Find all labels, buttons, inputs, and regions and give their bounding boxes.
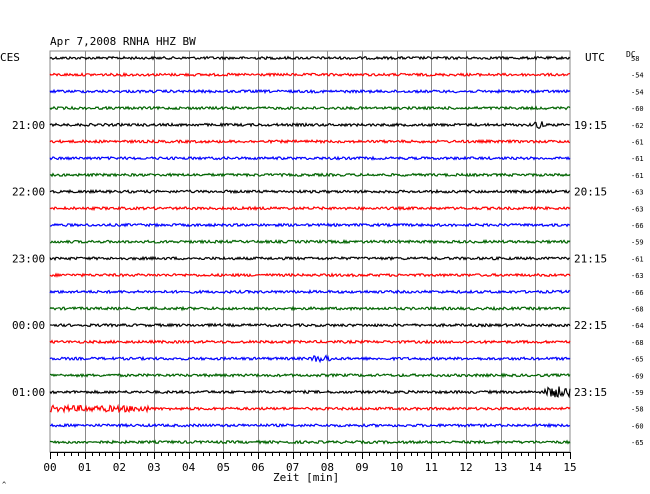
grid	[49, 50, 571, 453]
dc-offset-label: -62	[631, 122, 644, 130]
trace-1	[49, 55, 571, 61]
trace-5	[49, 121, 571, 129]
right-hour-labels: 19:15 20:15 21:15 22:15 23:15	[574, 119, 607, 399]
dc-offset-label: -68	[631, 339, 644, 347]
dc-offset-label: -63	[631, 205, 644, 213]
trace-18	[49, 339, 571, 345]
dc-label: DC	[626, 50, 636, 59]
left-hour-label: 01:00	[12, 386, 45, 399]
right-timezone-label: UTC	[585, 51, 605, 64]
right-hour-label: 20:15	[574, 186, 607, 199]
footer-mark: ^	[2, 481, 6, 489]
trace-8	[49, 172, 571, 178]
dc-offset-label: -54	[631, 88, 644, 96]
trace-24	[49, 439, 571, 445]
trace-19	[49, 354, 571, 364]
x-axis: 00 01 02 03 04 05 06 07 08 09 10 11 12 13 14 15	[43, 452, 577, 474]
trace-11	[49, 222, 571, 228]
trace-2	[49, 71, 571, 78]
trace-20	[49, 372, 571, 379]
left-hour-label: 22:00	[12, 186, 45, 199]
dc-offset-label: -54	[631, 72, 644, 80]
dc-offset-label: -63	[631, 272, 644, 280]
dc-offset-label: -61	[631, 172, 644, 180]
trace-16	[49, 305, 571, 312]
trace-17	[49, 322, 571, 328]
dc-offset-label: -65	[631, 356, 644, 364]
left-hour-label: 23:00	[12, 252, 45, 265]
x-tick-label: 13	[494, 461, 507, 474]
dc-offset-label: -68	[631, 306, 644, 314]
dc-offset-label: -60	[631, 422, 644, 430]
dc-offset-label: -66	[631, 289, 644, 297]
x-tick-label: 07	[286, 461, 299, 474]
x-tick-label: 06	[251, 461, 264, 474]
left-timezone-label: CES	[0, 51, 20, 64]
trace-3	[49, 88, 571, 95]
x-axis-label: Zeit [min]	[273, 471, 339, 484]
x-tick-label: 09	[355, 461, 368, 474]
trace-15	[49, 288, 571, 295]
trace-14	[49, 272, 571, 278]
trace-7	[49, 155, 571, 161]
x-tick-label: 00	[43, 461, 56, 474]
x-tick-label: 01	[78, 461, 91, 474]
dc-offset-label: -61	[631, 139, 644, 147]
dc-offset-label: -69	[631, 372, 644, 380]
x-tick-label: 03	[147, 461, 160, 474]
trace-4	[49, 105, 571, 111]
left-hour-labels: 21:00 22:00 23:00 00:00 01:00	[12, 119, 45, 399]
x-tick-label: 08	[321, 461, 334, 474]
dc-offset-label: -61	[631, 155, 644, 163]
trace-21	[49, 386, 571, 399]
trace-9	[49, 188, 571, 195]
dc-offset-label: -65	[631, 439, 644, 447]
right-hour-label: 22:15	[574, 319, 607, 332]
right-hour-label: 21:15	[574, 252, 607, 265]
chart-title: Apr 7,2008 RNHA HHZ BW	[50, 35, 196, 48]
x-tick-label: 05	[217, 461, 230, 474]
dc-offset-label: -60	[631, 105, 644, 113]
dc-offset-label: -59	[631, 389, 644, 397]
right-hour-label: 19:15	[574, 119, 607, 132]
trace-23	[49, 422, 571, 429]
dc-offset-label: 58	[631, 55, 639, 63]
dc-offset-label: -58	[631, 406, 644, 414]
x-tick-label: 10	[390, 461, 403, 474]
left-hour-label: 21:00	[12, 119, 45, 132]
dc-offset-label: -63	[631, 189, 644, 197]
traces	[49, 55, 571, 445]
right-hour-label: 23:15	[574, 386, 607, 399]
left-hour-label: 00:00	[12, 319, 45, 332]
dc-offset-labels: 58 -54 -54 -60 -62 -61 -61 -61 -63 -63 -66 -59 -61 -6…	[631, 55, 644, 447]
x-tick-label: 11	[425, 461, 438, 474]
dc-offset-label: -64	[631, 322, 644, 330]
trace-10	[49, 205, 571, 212]
dc-offset-label: -59	[631, 239, 644, 247]
trace-12	[49, 238, 571, 245]
x-tick-label: 15	[563, 461, 576, 474]
trace-22	[49, 403, 571, 414]
x-tick-label: 04	[182, 461, 196, 474]
dc-offset-label: -61	[631, 255, 644, 263]
trace-6	[49, 138, 571, 145]
x-tick-label: 12	[459, 461, 472, 474]
trace-13	[49, 255, 571, 262]
x-tick-label: 14	[529, 461, 543, 474]
dc-offset-label: -66	[631, 222, 644, 230]
x-tick-label: 02	[113, 461, 126, 474]
